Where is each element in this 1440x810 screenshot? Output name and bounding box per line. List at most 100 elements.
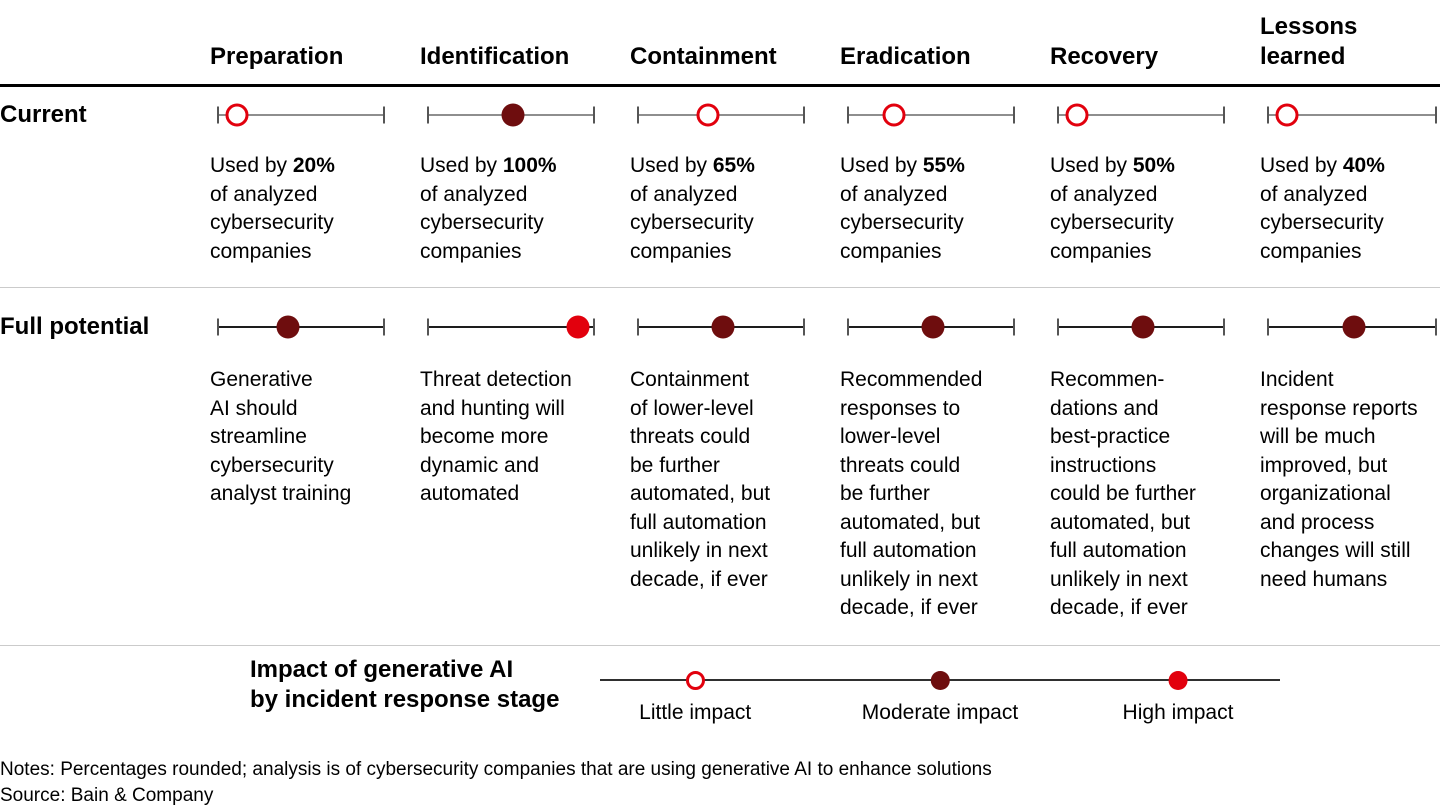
row-label-current: Current	[0, 101, 87, 128]
slider-tick-right	[803, 318, 805, 336]
legend-divider	[0, 645, 1440, 646]
usage-prefix: Used by	[420, 154, 503, 177]
slider-tick-left	[217, 106, 219, 124]
current-text-containment: Used by 65% of analyzed cybersecurity com…	[630, 152, 840, 266]
usage-rest: of analyzed cybersecurity companies	[1050, 182, 1174, 263]
slider-tick-left	[217, 318, 219, 336]
slider-tick-left	[1267, 318, 1269, 336]
slider-tick-right	[1223, 318, 1225, 336]
impact-dot	[276, 315, 300, 339]
column-header-containment: Containment	[630, 43, 777, 70]
slider-tick-left	[1057, 318, 1059, 336]
current-slider-containment	[637, 103, 805, 127]
impact-dot	[882, 103, 906, 127]
header-row: Preparation Identification Containment E…	[0, 0, 1440, 84]
legend-label: High impact	[1122, 701, 1234, 724]
usage-percent: 20%	[292, 154, 335, 177]
usage-percent: 100%	[502, 154, 557, 177]
legend-item-high-impact: High impact	[1122, 671, 1234, 725]
slider-tick-right	[593, 106, 595, 124]
slider-track	[847, 114, 1015, 116]
full-text-preparation: Generative AI should streamline cybersec…	[210, 368, 352, 505]
current-text-preparation: Used by 20% of analyzed cybersecurity com…	[210, 152, 420, 266]
column-header-identification: Identification	[420, 43, 570, 70]
full-text-lessons-learned: Incident response reports will be much i…	[1260, 368, 1418, 591]
legend-dot-moderate-impact	[930, 671, 950, 690]
row-label-full-potential: Full potential	[0, 313, 150, 340]
full-slider-preparation	[217, 315, 385, 339]
legend-label: Little impact	[639, 701, 752, 724]
slider-tick-left	[637, 318, 639, 336]
slider-track	[217, 326, 385, 328]
current-text-eradication: Used by 55% of analyzed cybersecurity com…	[840, 152, 1050, 266]
slider-tick-left	[637, 106, 639, 124]
full-potential-text-row: Generative AI should streamline cybersec…	[0, 366, 1440, 623]
column-header-eradication: Eradication	[840, 43, 971, 70]
legend-item-little-impact: Little impact	[639, 671, 751, 725]
slider-track	[1057, 114, 1225, 116]
impact-dot	[1342, 315, 1366, 339]
slider-tick-right	[593, 318, 595, 336]
slider-track	[217, 114, 385, 116]
current-slider-preparation	[217, 103, 385, 127]
current-slider-eradication	[847, 103, 1015, 127]
slider-track	[637, 114, 805, 116]
current-slider-recovery	[1057, 103, 1225, 127]
slider-tick-right	[1223, 106, 1225, 124]
impact-dot	[1065, 103, 1089, 127]
impact-dot	[501, 103, 525, 127]
impact-dot	[921, 315, 945, 339]
legend-title: Impact of generative AI by incident resp…	[250, 656, 560, 713]
current-slider-row: Current	[0, 103, 1440, 127]
impact-dot	[1275, 103, 1299, 127]
usage-prefix: Used by	[1260, 154, 1343, 177]
slider-tick-right	[1435, 318, 1437, 336]
full-slider-eradication	[847, 315, 1015, 339]
source-line: Source: Bain & Company	[0, 785, 214, 806]
legend-item-moderate-impact: Moderate impact	[862, 671, 1018, 725]
slider-tick-right	[1435, 106, 1437, 124]
legend-label: Moderate impact	[861, 701, 1019, 724]
usage-prefix: Used by	[210, 154, 293, 177]
usage-percent: 55%	[922, 154, 965, 177]
row-divider	[0, 287, 1440, 288]
legend-dot-little-impact	[685, 671, 705, 690]
current-text-lessons-learned: Used by 40% of analyzed cybersecurity com…	[1260, 152, 1440, 266]
usage-prefix: Used by	[1050, 154, 1133, 177]
slider-tick-left	[847, 106, 849, 124]
full-slider-containment	[637, 315, 805, 339]
usage-percent: 65%	[712, 154, 755, 177]
impact-dot	[696, 103, 720, 127]
impact-dot	[225, 103, 249, 127]
header-rule	[0, 84, 1440, 87]
usage-rest: of analyzed cybersecurity companies	[630, 182, 754, 263]
slider-tick-right	[803, 106, 805, 124]
column-header-recovery: Recovery	[1050, 43, 1159, 70]
column-header-preparation: Preparation	[210, 43, 344, 70]
full-slider-identification	[427, 315, 595, 339]
usage-prefix: Used by	[840, 154, 923, 177]
column-header-lessons-learned: Lessons learned	[1260, 13, 1358, 70]
full-text-recovery: Recommen- dations and best-practice inst…	[1050, 368, 1196, 619]
full-potential-slider-row: Full potential	[0, 315, 1440, 339]
slider-tick-right	[383, 318, 385, 336]
usage-rest: of analyzed cybersecurity companies	[840, 182, 964, 263]
usage-percent: 40%	[1342, 154, 1385, 177]
usage-rest: of analyzed cybersecurity companies	[420, 182, 544, 263]
slider-tick-left	[427, 318, 429, 336]
full-slider-lessons-learned	[1267, 315, 1437, 339]
full-text-eradication: Recommended responses to lower-level thr…	[840, 368, 983, 619]
usage-prefix: Used by	[630, 154, 713, 177]
usage-rest: of analyzed cybersecurity companies	[210, 182, 334, 263]
full-text-containment: Containment of lower-level threats could…	[630, 368, 771, 591]
notes-line: Notes: Percentages rounded; analysis is …	[0, 759, 992, 780]
slider-tick-left	[1057, 106, 1059, 124]
full-slider-recovery	[1057, 315, 1225, 339]
full-text-identification: Threat detection and hunting will become…	[420, 368, 572, 505]
slider-tick-right	[1013, 318, 1015, 336]
slider-tick-right	[1013, 106, 1015, 124]
slider-tick-left	[1267, 106, 1269, 124]
slider-track	[1267, 114, 1437, 116]
slider-tick-left	[427, 106, 429, 124]
